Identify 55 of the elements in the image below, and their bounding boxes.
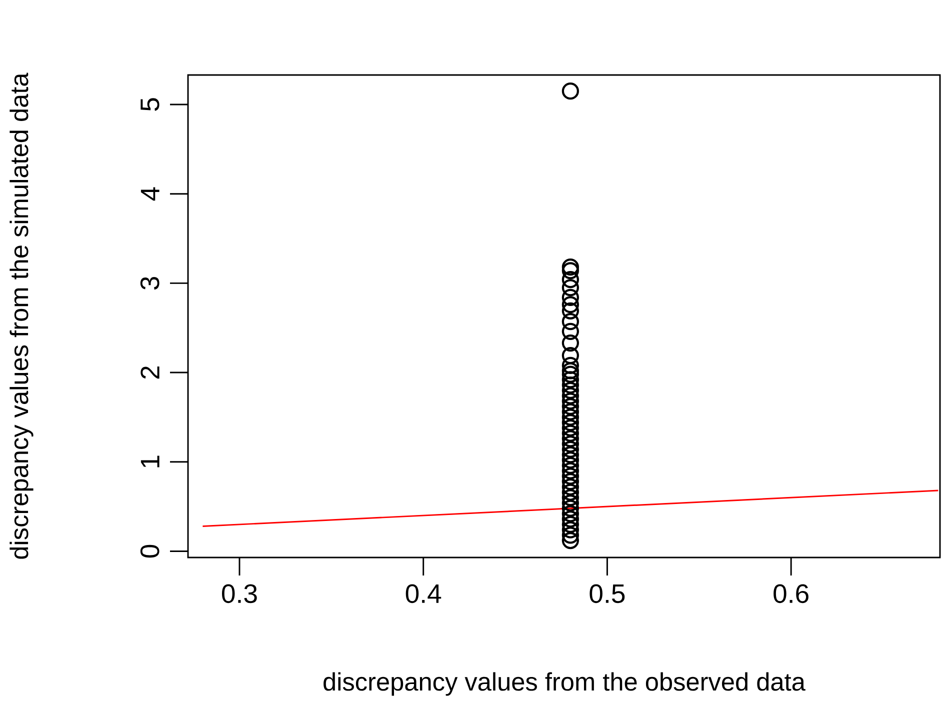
point [562, 494, 579, 512]
point [562, 366, 579, 383]
point [562, 516, 579, 533]
point [562, 430, 579, 448]
point [562, 288, 579, 306]
point [562, 322, 579, 340]
x-axis-title: discrepancy values from the observed data [324, 672, 806, 696]
point [562, 446, 579, 464]
point [562, 262, 579, 280]
point [562, 521, 579, 538]
point [562, 356, 579, 374]
y-tick-label: 5 [140, 98, 160, 111]
point [562, 313, 579, 330]
point [562, 258, 579, 276]
point [562, 468, 579, 485]
x-tick-label: 0.6 [774, 584, 808, 604]
point [562, 419, 579, 436]
point [562, 489, 579, 506]
point [562, 334, 579, 352]
point [562, 484, 579, 501]
point [562, 403, 579, 420]
point [562, 82, 579, 100]
point [562, 398, 579, 416]
point [562, 452, 579, 469]
y-tick-label: 4 [140, 187, 160, 201]
point [562, 478, 579, 496]
point [562, 414, 579, 432]
point [562, 435, 579, 453]
point [562, 440, 579, 458]
point [562, 532, 579, 550]
point [562, 392, 579, 410]
point [562, 472, 579, 490]
y-tick-label: 3 [140, 276, 160, 290]
point [562, 271, 579, 288]
point [562, 505, 579, 522]
point [562, 500, 579, 517]
y-axis-title: discrepancy values from the simulated data [10, 72, 34, 559]
y-tick-label: 2 [140, 366, 160, 379]
point [562, 456, 579, 474]
point [562, 387, 579, 404]
point [562, 526, 579, 544]
point [562, 382, 579, 399]
point [562, 279, 579, 296]
y-tick-label: 1 [140, 456, 160, 468]
point [562, 510, 579, 528]
point [562, 424, 579, 442]
x-tick-label: 0.5 [590, 584, 625, 604]
x-tick-label: 0.3 [222, 584, 257, 604]
point [562, 302, 579, 320]
point [562, 347, 579, 364]
y-tick-label: 0 [140, 544, 160, 558]
x-tick-label: 0.4 [406, 584, 442, 604]
point [562, 296, 579, 314]
point [562, 462, 579, 480]
point [562, 408, 579, 426]
